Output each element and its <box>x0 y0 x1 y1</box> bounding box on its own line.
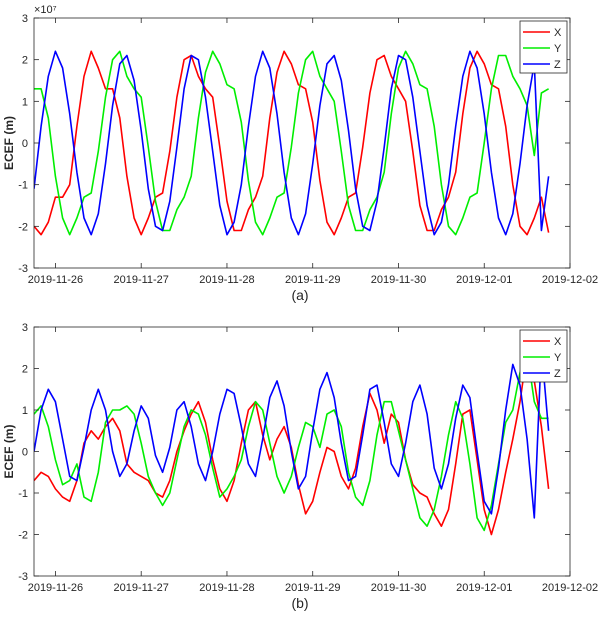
legend-label-z: Z <box>554 368 561 380</box>
x-tick-label: 2019-12-01 <box>456 274 512 286</box>
y-tick-label: 3 <box>22 322 28 334</box>
legend-label-y: Y <box>554 352 562 364</box>
axis-exponent-label: ×10⁷ <box>34 4 57 16</box>
x-tick-label: 2019-11-29 <box>285 582 340 594</box>
y-tick-label: -2 <box>18 221 28 233</box>
y-tick-label: 0 <box>22 447 28 459</box>
y-tick-label: 0 <box>22 138 28 150</box>
y-tick-label: 2 <box>22 55 28 67</box>
y-tick-label: 1 <box>22 96 28 108</box>
chart-panel-a: -3 -2 -1 0 1 2 3 2019-11-26 2019-11-27 2019-11-28… <box>2 4 598 303</box>
legend: XYZ <box>519 329 568 383</box>
series-line-y <box>34 351 549 532</box>
series-line-z <box>34 346 550 519</box>
y-tick-label: 1 <box>22 405 28 417</box>
x-tick-label: 2019-11-30 <box>371 274 426 286</box>
series-line-x <box>34 50 550 236</box>
x-tick-label: 2019-11-30 <box>371 582 426 594</box>
series-line-z <box>34 50 550 236</box>
y-tick-label: -2 <box>18 530 28 542</box>
chart-panel-b: -3 -2 -1 0 1 2 3 2019-11-26 2019-11-27 2019-11-28… <box>2 322 598 611</box>
x-tick-label: 2019-12-01 <box>456 582 512 594</box>
x-tick-label: 2019-11-26 <box>28 274 83 286</box>
y-tick-label: 3 <box>22 13 28 25</box>
x-tick-label: 2019-11-27 <box>113 582 168 594</box>
legend-label-y: Y <box>554 43 562 55</box>
x-tick-label: 2019-12-02 <box>542 582 598 594</box>
panel-label: (b) <box>291 595 308 611</box>
legend-label-z: Z <box>554 59 561 71</box>
x-tick-label: 2019-11-28 <box>199 582 254 594</box>
plot-frame <box>33 326 571 577</box>
series-line-y <box>34 50 550 236</box>
x-tick-label: 2019-11-29 <box>285 274 340 286</box>
y-tick-label: -1 <box>18 180 28 192</box>
y-axis-label: ECEF (m) <box>2 116 16 170</box>
x-tick-label: 2019-11-27 <box>113 274 168 286</box>
y-tick-label: -3 <box>18 571 28 583</box>
legend-label-x: X <box>554 27 562 39</box>
legend-label-x: X <box>554 336 562 348</box>
y-tick-label: -1 <box>18 488 28 500</box>
panel-label: (a) <box>291 287 308 303</box>
x-tick-label: 2019-11-26 <box>28 582 83 594</box>
x-tick-label: 2019-11-28 <box>199 274 254 286</box>
y-axis-label: ECEF (m) <box>2 424 16 478</box>
y-tick-label: 2 <box>22 364 28 376</box>
legend: XYZ <box>519 20 568 74</box>
plot-frame <box>33 17 571 269</box>
x-tick-label: 2019-12-02 <box>542 274 598 286</box>
y-tick-label: -3 <box>18 263 28 275</box>
